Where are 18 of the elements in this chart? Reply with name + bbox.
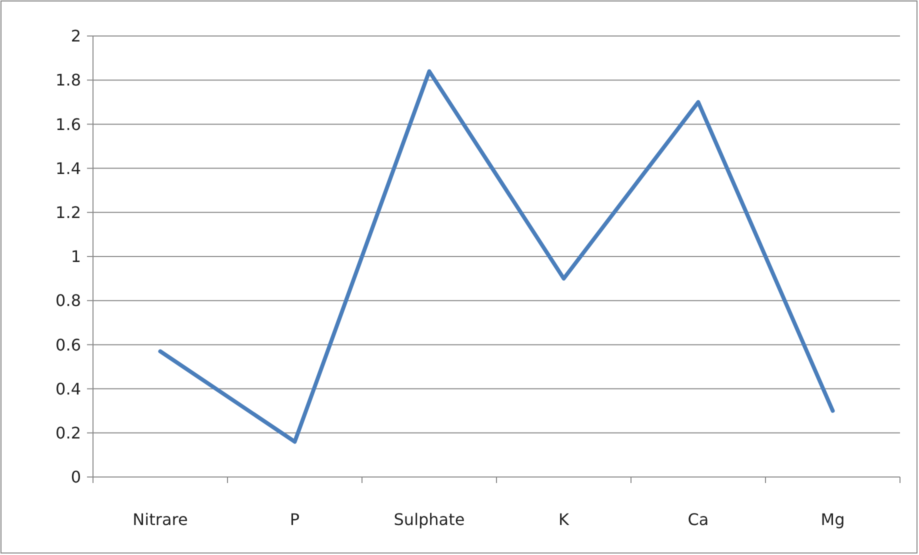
line-series bbox=[158, 69, 835, 444]
y-tick-label: 1 bbox=[70, 247, 81, 266]
x-tick-label: Nitrare bbox=[132, 510, 188, 529]
y-tick-label: 2 bbox=[70, 26, 81, 46]
y-tick-label: 1.4 bbox=[56, 158, 81, 178]
x-tick-label: Mg bbox=[820, 510, 845, 529]
x-tick-label: P bbox=[290, 510, 300, 529]
y-tick-label: 0 bbox=[70, 468, 81, 487]
y-tick-label: 0.8 bbox=[56, 291, 81, 310]
x-tick-label: Sulphate bbox=[394, 510, 465, 529]
x-tick-label: K bbox=[558, 510, 570, 529]
y-tick-label: 0.6 bbox=[56, 335, 81, 354]
y-tick-label: 0.2 bbox=[56, 424, 81, 442]
y-tick-label: 0.4 bbox=[56, 379, 81, 398]
y-tick-label: 1.6 bbox=[56, 114, 81, 134]
y-tick-label: 1.2 bbox=[56, 203, 81, 222]
x-tick-label: Ca bbox=[688, 510, 709, 529]
y-tick-label: 1.8 bbox=[56, 70, 81, 90]
